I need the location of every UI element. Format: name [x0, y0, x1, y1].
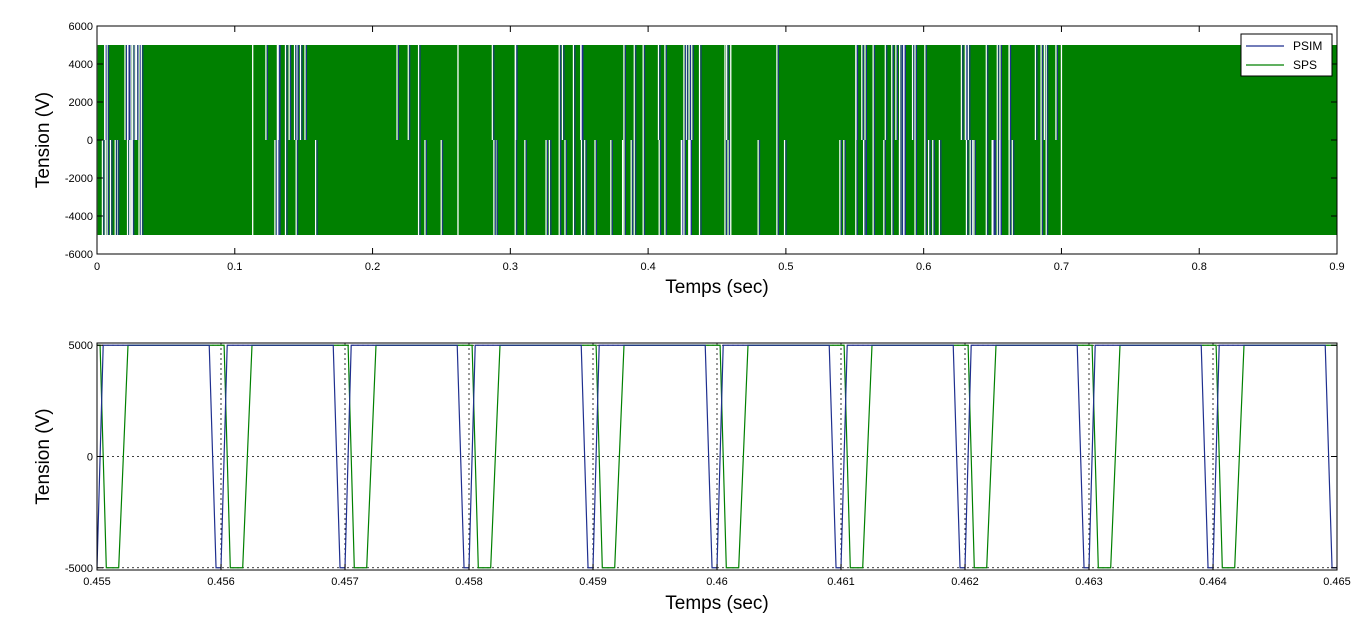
- x-tick-label: 0.464: [1199, 576, 1227, 588]
- x-tick-label: 0.463: [1075, 576, 1103, 588]
- x-tick-label: 0.7: [1054, 261, 1069, 273]
- y-tick-label: 2000: [69, 97, 93, 109]
- x-tick-label: 0.4: [640, 261, 655, 273]
- y-tick-label: 4000: [69, 59, 93, 71]
- legend: PSIM SPS: [1240, 33, 1333, 77]
- bottom-plot: 0.455 0.456 0.457 0.458 0.459 0.46 0.461 0.462 0…: [33, 340, 1351, 614]
- x-tick-label: 0.458: [455, 576, 483, 588]
- sps-band: [97, 45, 1337, 235]
- x-tick-label: 0.9: [1329, 261, 1344, 273]
- x-tick-label: 0.462: [951, 576, 979, 588]
- x-tick-label: 0.1: [227, 261, 242, 273]
- y-tick-label: 0: [87, 135, 93, 147]
- y-tick-label: 5000: [69, 340, 93, 352]
- legend-label-sps: SPS: [1293, 58, 1317, 72]
- y-axis-label: Tension (V): [33, 408, 54, 504]
- x-tick-label: 0.46: [706, 576, 727, 588]
- y-tick-label: -5000: [65, 563, 93, 575]
- x-tick-label: 0.3: [503, 261, 518, 273]
- y-tick-label: 6000: [69, 21, 93, 33]
- top-plot: 0 0.1 0.2 0.3 0.4 0.5 0.6 0.7 0.8 0.9 6000 4000 2000…: [33, 21, 1345, 298]
- x-tick-label: 0.455: [83, 576, 111, 588]
- x-tick-label: 0.461: [827, 576, 855, 588]
- y-tick-label: -6000: [65, 249, 93, 261]
- x-tick-label: 0.456: [207, 576, 235, 588]
- psim-series: [97, 344, 1337, 569]
- x-axis-label: Temps (sec): [665, 277, 768, 298]
- y-tick-label: 0: [87, 452, 93, 464]
- y-axis-label: Tension (V): [33, 92, 54, 188]
- y-tick-label: -2000: [65, 173, 93, 185]
- x-tick-label: 0.459: [579, 576, 607, 588]
- legend-label-psim: PSIM: [1293, 39, 1322, 53]
- legend-box: [1240, 33, 1333, 77]
- x-tick-label: 0.457: [331, 576, 359, 588]
- x-tick-label: 0.6: [916, 261, 931, 273]
- x-tick-label: 0.465: [1323, 576, 1351, 588]
- x-tick-label: 0.2: [365, 261, 380, 273]
- sps-series: [97, 344, 1337, 569]
- x-tick-label: 0.8: [1192, 261, 1207, 273]
- x-axis-label: Temps (sec): [665, 593, 768, 614]
- x-tick-label: 0: [94, 261, 100, 273]
- y-tick-label: -4000: [65, 211, 93, 223]
- x-tick-label: 0.5: [778, 261, 793, 273]
